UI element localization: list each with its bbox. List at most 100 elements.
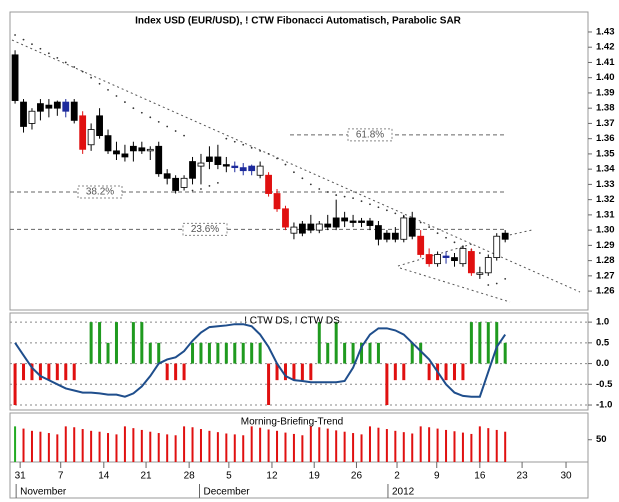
- oscillator-panel: [9, 312, 589, 411]
- sar-dot: [478, 252, 481, 254]
- x-tick-label: 21: [140, 471, 152, 482]
- y-tick-label: 1.30: [596, 225, 615, 236]
- candle-body: [121, 153, 129, 158]
- y-tick-label: 1.27: [596, 270, 615, 281]
- trend-bar: [22, 428, 25, 462]
- sar-dot: [200, 188, 202, 190]
- histogram-bar: [174, 363, 178, 381]
- sar-dot: [436, 232, 439, 235]
- sar-dot: [343, 195, 346, 198]
- histogram-bar: [157, 342, 161, 364]
- price-panel: [9, 11, 589, 311]
- histogram-bar: [47, 363, 51, 381]
- candle-body: [62, 101, 70, 112]
- candle-body: [79, 115, 87, 150]
- sar-dot: [124, 101, 126, 103]
- sar-dot: [394, 212, 397, 215]
- candle-body: [189, 161, 196, 179]
- candle-body: [391, 232, 399, 240]
- histogram-bar: [283, 363, 287, 381]
- sar-dot: [174, 130, 177, 132]
- histogram-bar: [250, 342, 254, 364]
- histogram-bar: [182, 363, 186, 381]
- trend-line: [11, 39, 581, 293]
- histogram-bar: [360, 342, 364, 364]
- candle-body: [96, 115, 103, 137]
- sar-dot: [495, 282, 498, 285]
- sar-dot: [90, 76, 93, 79]
- sar-dot: [31, 43, 33, 46]
- y-tick-label: 1.33: [596, 179, 615, 190]
- sar-dot: [445, 236, 447, 239]
- histogram-bar: [486, 322, 490, 364]
- candle-body: [349, 220, 357, 223]
- fib-label: 23.6%: [191, 224, 219, 235]
- histogram-bar: [452, 363, 456, 381]
- y-tick-label: 1.39: [596, 87, 615, 98]
- candle-body: [358, 220, 365, 223]
- histogram-bar: [233, 342, 237, 364]
- candle-body: [434, 254, 441, 265]
- candle-body: [442, 255, 450, 258]
- candle-body: [425, 254, 433, 265]
- histogram-bar: [98, 322, 102, 364]
- sar-dot: [259, 149, 262, 152]
- trend-bar: [461, 432, 464, 462]
- sar-dot: [107, 88, 109, 91]
- trend-bar: [107, 433, 110, 462]
- sar-dot: [183, 134, 185, 137]
- trend-bar: [360, 434, 363, 462]
- histogram-bar: [427, 363, 431, 381]
- histogram-bar: [368, 342, 372, 364]
- histogram-bar: [13, 363, 17, 406]
- candle-body: [290, 226, 298, 234]
- candle-body: [70, 101, 78, 121]
- x-tick-label: 5: [226, 471, 232, 482]
- sar-dot: [22, 38, 25, 41]
- candle-body: [138, 147, 146, 152]
- candle-body: [129, 145, 137, 152]
- candle-body: [172, 177, 180, 191]
- x-tick-label: 2: [394, 471, 400, 482]
- sar-dot: [191, 189, 194, 192]
- trend-bar: [149, 431, 152, 462]
- histogram-bar: [55, 363, 59, 381]
- trend-bar: [470, 433, 473, 462]
- histogram-bar: [38, 363, 42, 381]
- histogram-bar: [461, 363, 465, 381]
- trend-bar: [250, 426, 253, 462]
- sar-dot: [115, 95, 118, 97]
- y-tick-label: 50: [596, 434, 607, 445]
- month-label: November: [20, 487, 67, 498]
- trend-bar: [453, 431, 456, 462]
- x-tick-label: 9: [434, 471, 440, 482]
- trend-bar: [301, 435, 304, 462]
- sar-dot: [369, 203, 371, 206]
- candle-body: [273, 193, 281, 210]
- trend-bar: [242, 435, 245, 462]
- y-tick-label: -0.5: [596, 379, 613, 390]
- sar-dot: [157, 121, 160, 123]
- histogram-bar: [199, 342, 203, 364]
- histogram-bar: [444, 363, 448, 381]
- histogram-bar: [419, 342, 423, 364]
- trend-bar: [14, 426, 17, 462]
- fib-label-box: [347, 128, 393, 142]
- candle-body: [206, 156, 213, 162]
- trend-bar: [284, 432, 287, 462]
- histogram-bar: [22, 363, 26, 381]
- x-tick-label: 26: [351, 471, 363, 482]
- candle-body: [104, 135, 112, 152]
- sar-dot: [149, 116, 152, 119]
- trend-bar: [445, 429, 448, 462]
- trend-bar: [123, 426, 126, 462]
- oscillator-line: [14, 323, 507, 398]
- trend-bar: [292, 433, 295, 462]
- sar-dot: [39, 47, 42, 50]
- candle-body: [307, 223, 315, 231]
- histogram-bar: [292, 363, 296, 381]
- candle-body: [45, 104, 53, 109]
- trend-bar: [368, 426, 371, 462]
- trend-bar: [309, 426, 312, 462]
